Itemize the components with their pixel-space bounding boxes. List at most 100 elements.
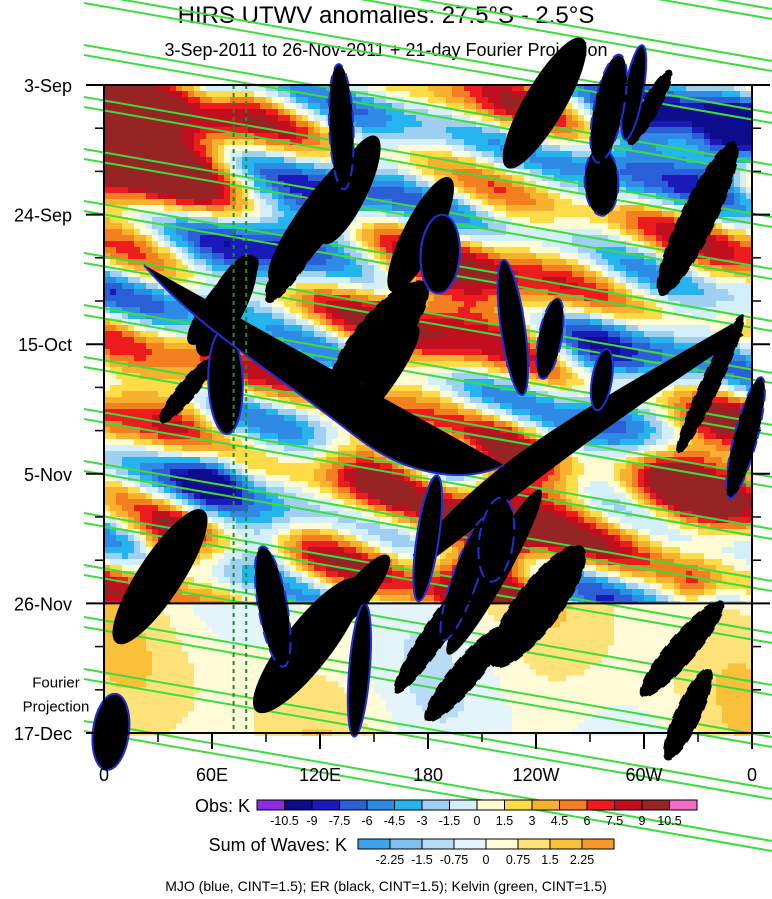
- obs-cell: [716, 91, 723, 98]
- obs-cell: [128, 109, 135, 116]
- obs-cell: [470, 289, 477, 296]
- obs-cell: [446, 121, 453, 128]
- obs-cell: [584, 115, 591, 122]
- obs-cell: [458, 199, 465, 206]
- obs-cell: [554, 175, 561, 182]
- obs-cell: [284, 169, 291, 176]
- obs-cell: [380, 247, 387, 254]
- obs-cell: [614, 223, 621, 230]
- obs-cell: [362, 85, 369, 92]
- obs-cell: [548, 247, 555, 254]
- obs-cell: [422, 115, 429, 122]
- obs-cell: [212, 253, 219, 260]
- obs-cell: [524, 241, 531, 248]
- obs-cell: [746, 319, 753, 326]
- obs-cell: [572, 223, 579, 230]
- obs-cell: [428, 325, 435, 332]
- obs-cell: [416, 325, 423, 332]
- obs-cell: [590, 313, 597, 320]
- obs-cell: [500, 205, 507, 212]
- obs-cell: [470, 331, 477, 338]
- obs-cell: [728, 187, 735, 194]
- obs-cell: [374, 85, 381, 92]
- obs-cell: [578, 211, 585, 218]
- obs-cell: [362, 211, 369, 218]
- obs-cell: [440, 163, 447, 170]
- obs-cell: [548, 223, 555, 230]
- obs-cell: [656, 181, 663, 188]
- obs-cell: [602, 301, 609, 308]
- obs-cell: [302, 97, 309, 104]
- obs-cell: [188, 169, 195, 176]
- obs-cell: [296, 151, 303, 158]
- obs-cell: [464, 163, 471, 170]
- obs-cell: [740, 223, 747, 230]
- obs-cell: [140, 229, 147, 236]
- obs-cell: [686, 91, 693, 98]
- obs-cell: [458, 163, 465, 170]
- obs-cell: [140, 283, 147, 290]
- obs-cell: [650, 199, 657, 206]
- obs-cell: [566, 319, 573, 326]
- obs-cell: [200, 91, 207, 98]
- obs-cell: [260, 193, 267, 200]
- obs-cell: [404, 169, 411, 176]
- obs-cell: [584, 343, 591, 350]
- obs-cell: [746, 349, 753, 356]
- obs-cell: [146, 331, 153, 338]
- obs-cell: [344, 313, 351, 320]
- obs-cell: [236, 229, 243, 236]
- obs-cell: [326, 265, 333, 272]
- obs-cell: [566, 295, 573, 302]
- obs-cell: [164, 229, 171, 236]
- obs-cell: [428, 91, 435, 98]
- obs-cell: [284, 121, 291, 128]
- obs-cell: [146, 139, 153, 146]
- obs-cell: [716, 265, 723, 272]
- obs-cell: [308, 271, 315, 278]
- obs-cell: [476, 187, 483, 194]
- obs-cell: [548, 211, 555, 218]
- obs-cell: [536, 199, 543, 206]
- obs-cell: [620, 295, 627, 302]
- obs-cell: [662, 157, 669, 164]
- obs-cell: [260, 223, 267, 230]
- obs-cell: [140, 265, 147, 272]
- obs-cell: [560, 193, 567, 200]
- obs-cell: [458, 109, 465, 116]
- obs-cell: [566, 313, 573, 320]
- obs-cell: [650, 301, 657, 308]
- obs-cell: [734, 301, 741, 308]
- obs-cell: [536, 283, 543, 290]
- obs-cell: [584, 325, 591, 332]
- obs-cell: [152, 91, 159, 98]
- obs-cell: [674, 175, 681, 182]
- obs-cell: [452, 355, 459, 362]
- obs-cell: [152, 319, 159, 326]
- obs-cell: [578, 187, 585, 194]
- obs-cell: [128, 313, 135, 320]
- obs-cell: [638, 283, 645, 290]
- obs-cell: [590, 325, 597, 332]
- obs-cell: [536, 211, 543, 218]
- obs-cell: [584, 133, 591, 140]
- obs-cell: [554, 145, 561, 152]
- obs-cell: [668, 85, 675, 92]
- obs-cell: [236, 211, 243, 218]
- obs-cell: [134, 331, 141, 338]
- obs-cell: [362, 259, 369, 266]
- obs-cell: [284, 163, 291, 170]
- obs-cell: [476, 301, 483, 308]
- obs-cell: [134, 337, 141, 344]
- obs-cell: [746, 121, 753, 128]
- obs-cell: [590, 337, 597, 344]
- obs-cell: [206, 283, 213, 290]
- obs-cell: [734, 253, 741, 260]
- obs-cell: [218, 181, 225, 188]
- obs-cell: [428, 115, 435, 122]
- obs-cell: [242, 199, 249, 206]
- obs-cell: [530, 265, 537, 272]
- obs-cell: [422, 91, 429, 98]
- obs-cell: [578, 175, 585, 182]
- obs-cell: [638, 229, 645, 236]
